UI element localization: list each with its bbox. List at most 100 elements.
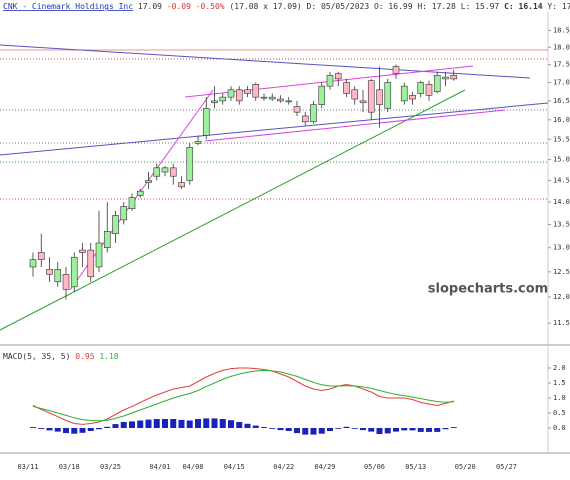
histogram-bar — [211, 418, 218, 428]
candle-body — [103, 231, 111, 248]
candle-body — [392, 66, 400, 74]
candle-body — [46, 269, 53, 275]
histogram-bar — [54, 428, 61, 432]
histogram-bar — [285, 428, 292, 431]
histogram-bar — [71, 428, 78, 434]
histogram-bar — [360, 428, 366, 431]
bid-ask: (17.08 x 17.09) — [229, 2, 301, 11]
candle-body — [95, 242, 103, 268]
x-tick-label: 04/22 — [273, 463, 294, 471]
histogram-bar — [384, 428, 391, 434]
change: -0.09 — [167, 2, 191, 11]
histogram-bar — [63, 428, 69, 434]
candle-body — [252, 84, 260, 98]
histogram-bar — [79, 428, 86, 433]
candle-body — [310, 104, 317, 123]
x-tick-label: 03/11 — [17, 463, 38, 471]
histogram-bar — [178, 419, 185, 428]
histogram-bar — [145, 419, 152, 428]
histogram-bar — [170, 419, 177, 428]
candle-body — [260, 96, 268, 99]
candle-body — [400, 85, 408, 102]
y-tick-label: 12.0 — [553, 293, 570, 301]
histogram-bar — [87, 428, 94, 431]
y-tick-label: 16.0 — [553, 116, 570, 124]
signal-current: 1.18 — [99, 352, 118, 361]
x-tick-label: 04/29 — [314, 463, 335, 471]
candle-body — [433, 74, 441, 92]
y-tick-label: 18.5 — [553, 26, 570, 34]
candle-body — [244, 89, 251, 94]
close: C: 16.14 — [504, 2, 543, 11]
candle-body — [186, 147, 194, 181]
histogram-bar — [434, 428, 441, 432]
histogram-bar — [376, 428, 383, 434]
histogram-bar — [203, 418, 210, 428]
candle-body — [29, 259, 37, 268]
histogram-bar — [153, 419, 160, 428]
histogram-bar — [401, 428, 408, 431]
y-tick-label: 17.5 — [553, 61, 570, 69]
prev: Y: 17.76 — [547, 2, 570, 11]
header: CNK - Cinemark Holdings Inc 17.09 -0.09 … — [3, 2, 570, 11]
macd-title: MACD(5, 35, 5) 0.95 1.18 — [3, 352, 119, 361]
high: H: 17.28 — [417, 2, 456, 11]
histogram-bar — [343, 426, 350, 428]
histogram-bar — [46, 428, 53, 431]
x-tick-label: 05/27 — [496, 463, 517, 471]
histogram-bar — [393, 428, 399, 432]
y-tick-label: 14.5 — [553, 176, 570, 184]
y-tick-label: 14.0 — [553, 198, 570, 206]
candle-body — [153, 167, 161, 177]
x-tick-label: 05/13 — [405, 463, 426, 471]
candle-body — [161, 167, 169, 173]
histogram-bar — [228, 420, 234, 428]
trend-line — [0, 44, 531, 79]
y-tick-label: 17.0 — [553, 78, 570, 86]
trend-line — [0, 102, 549, 156]
candle-body — [219, 96, 227, 102]
candle-body — [227, 89, 235, 98]
x-tick-label: 04/08 — [182, 463, 203, 471]
y-tick-label: 13.0 — [553, 244, 570, 252]
candle-body — [235, 89, 243, 102]
candle-body — [169, 167, 177, 177]
open: O: 16.99 — [374, 2, 413, 11]
trend-line — [204, 109, 506, 142]
candle-body — [318, 85, 326, 105]
x-tick-label: 05/20 — [455, 463, 476, 471]
candle-body — [70, 256, 78, 288]
histogram-bar — [335, 428, 342, 429]
y-tick-label: 12.5 — [553, 268, 570, 276]
y-tick-label: 0.5 — [553, 409, 566, 417]
y-tick-label: 13.5 — [553, 220, 570, 228]
histogram-bar — [30, 427, 36, 428]
histogram-bar — [162, 419, 168, 428]
histogram-bar — [310, 428, 317, 435]
histogram-bar — [129, 421, 135, 428]
symbol: CNK - Cinemark Holdings Inc — [3, 2, 133, 11]
y-tick-label: 15.5 — [553, 135, 570, 143]
candle-body — [351, 89, 359, 100]
x-tick-label: 04/01 — [149, 463, 170, 471]
candle-body — [79, 249, 86, 253]
candle-body — [334, 73, 342, 80]
candle-body — [293, 106, 301, 113]
histogram-bar — [442, 428, 449, 430]
candle-body — [211, 100, 218, 104]
candle-body — [87, 249, 95, 278]
histogram-bar — [426, 428, 432, 432]
histogram-bar — [186, 420, 193, 428]
candle-body — [120, 206, 128, 221]
y-tick-label: 0.0 — [553, 424, 566, 432]
candle-body — [301, 115, 309, 123]
histogram-bar — [96, 428, 102, 430]
change-pct: -0.50% — [196, 2, 225, 11]
histogram-bar — [318, 428, 325, 434]
candle-body — [376, 89, 383, 105]
candle-body — [145, 180, 152, 183]
macd-line — [32, 369, 454, 422]
histogram-bar — [450, 427, 457, 428]
histogram-bar — [277, 428, 284, 431]
